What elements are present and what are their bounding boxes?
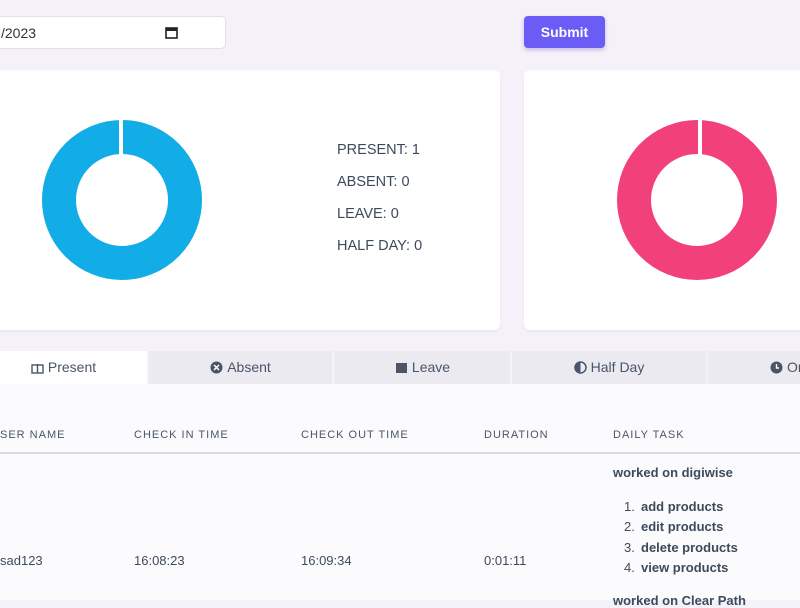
column-header: SER NAME xyxy=(0,429,66,441)
x-icon xyxy=(210,361,223,374)
cell: 16:08:23 xyxy=(134,553,185,568)
date-input[interactable]: /2023 xyxy=(0,16,226,49)
legend-item: LEAVE: 0 xyxy=(337,206,399,222)
second-donut xyxy=(617,120,777,280)
cell: 0:01:11 xyxy=(484,553,527,568)
tab-label: Present xyxy=(47,359,97,375)
task-title: worked on Clear Path xyxy=(613,593,746,608)
present-donut xyxy=(42,120,202,280)
tab[interactable]: On xyxy=(708,351,800,384)
table xyxy=(0,384,800,600)
task-title: worked on digiwise xyxy=(613,465,733,480)
tab-label: Absent xyxy=(227,359,271,375)
legend-item: ABSENT: 0 xyxy=(337,174,410,190)
tab[interactable]: Absent xyxy=(149,351,332,384)
cell: sad123 xyxy=(0,553,43,568)
tab[interactable]: Half Day xyxy=(512,351,706,384)
cell: 16:09:34 xyxy=(301,553,352,568)
tab-label: On xyxy=(787,359,800,375)
header-divider xyxy=(0,452,800,454)
list-number: 4. xyxy=(624,560,635,575)
list-number: 3. xyxy=(624,540,635,555)
column-header: DURATION xyxy=(484,429,549,441)
legend-item: HALF DAY: 0 xyxy=(337,238,423,254)
date-value: /2023 xyxy=(1,25,37,41)
clock-icon xyxy=(770,361,783,374)
column-header: CHECK IN TIME xyxy=(134,429,229,441)
list-number: 1. xyxy=(624,499,635,514)
gift-icon xyxy=(31,364,44,374)
task-item: delete products xyxy=(641,540,738,555)
summary-card xyxy=(0,70,500,330)
tab-label: Leave xyxy=(411,359,451,375)
tab[interactable]: Present xyxy=(0,351,147,384)
calendar-icon xyxy=(395,363,407,373)
task-item: add products xyxy=(641,499,724,514)
half-icon xyxy=(573,361,587,374)
submit-button[interactable]: Submit xyxy=(524,16,605,48)
calendar-icon xyxy=(165,27,178,39)
column-header: DAILY TASK xyxy=(613,429,685,441)
legend-item: PRESENT: 1 xyxy=(337,142,420,158)
list-number: 2. xyxy=(624,519,635,534)
task-item: view products xyxy=(641,560,729,575)
tab-label: Half Day xyxy=(590,359,645,375)
column-header: CHECK OUT TIME xyxy=(301,429,409,441)
task-item: edit products xyxy=(641,519,724,534)
tab[interactable]: Leave xyxy=(335,351,510,384)
